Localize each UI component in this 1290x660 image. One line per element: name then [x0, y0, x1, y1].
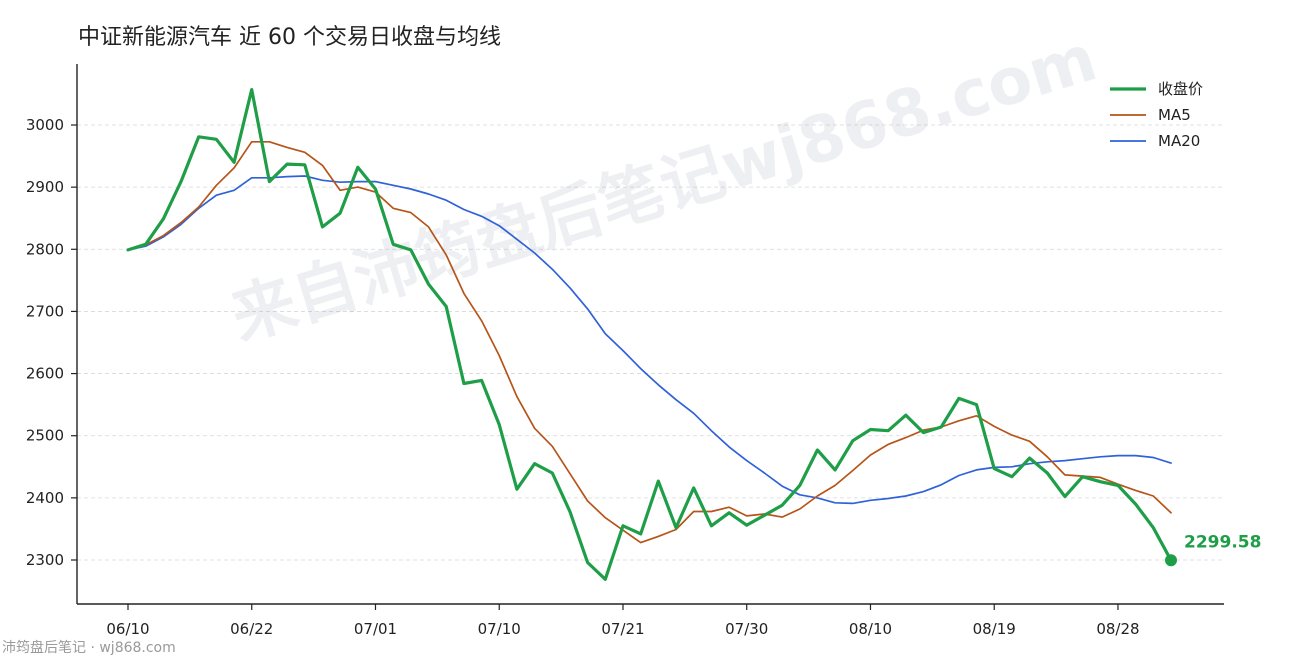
legend-label: MA20 — [1158, 132, 1200, 150]
x-tick-label: 08/19 — [973, 620, 1016, 638]
y-tick-label: 2500 — [26, 427, 64, 445]
x-tick-label: 07/30 — [725, 620, 768, 638]
watermark: 来自沛筠盘后笔记wj868.com — [223, 22, 1105, 356]
y-tick-label: 2300 — [26, 551, 64, 569]
y-tick-label: 2400 — [26, 489, 64, 507]
last-value-marker — [1165, 554, 1177, 567]
y-tick-label: 2900 — [26, 178, 64, 196]
last-value-label: 2299.58 — [1184, 532, 1261, 552]
x-tick-label: 06/22 — [230, 620, 273, 638]
last-point: 2299.58 — [1165, 532, 1261, 567]
footer-credit: 沛筠盘后笔记 · wj868.com — [2, 639, 176, 656]
y-tick-label: 3000 — [26, 116, 64, 134]
legend: 收盘价 MA5 MA20 — [1110, 80, 1203, 150]
x-tick-label: 08/28 — [1096, 620, 1139, 638]
x-tick-label: 07/10 — [478, 620, 521, 638]
legend-label: MA5 — [1158, 106, 1191, 124]
y-tick-label: 2600 — [26, 365, 64, 383]
watermark-text: 来自沛筠盘后笔记wj868.com — [223, 22, 1105, 356]
x-tick-label: 06/10 — [106, 620, 149, 638]
series-lines — [126, 87, 1173, 581]
x-tick-label: 07/01 — [354, 620, 397, 638]
legend-label: 收盘价 — [1158, 80, 1203, 98]
x-tick-label: 07/21 — [601, 620, 644, 638]
series-line-ma20 — [127, 175, 1172, 505]
gridlines — [77, 124, 1224, 561]
y-tick-label: 2700 — [26, 302, 64, 320]
y-axis-ticks: 2300 2400 2500 2600 2700 2800 2900 3000 — [26, 116, 77, 569]
x-tick-label: 08/10 — [849, 620, 892, 638]
series-line-close — [126, 87, 1173, 581]
y-tick-label: 2800 — [26, 240, 64, 258]
axes — [76, 64, 1224, 605]
chart-title: 中证新能源汽车 近 60 个交易日收盘与均线 — [78, 25, 501, 50]
series-line-ma5 — [127, 140, 1172, 544]
x-axis-ticks: 06/10 06/22 07/01 07/10 07/21 07/30 08/10 08/19… — [106, 604, 1140, 638]
